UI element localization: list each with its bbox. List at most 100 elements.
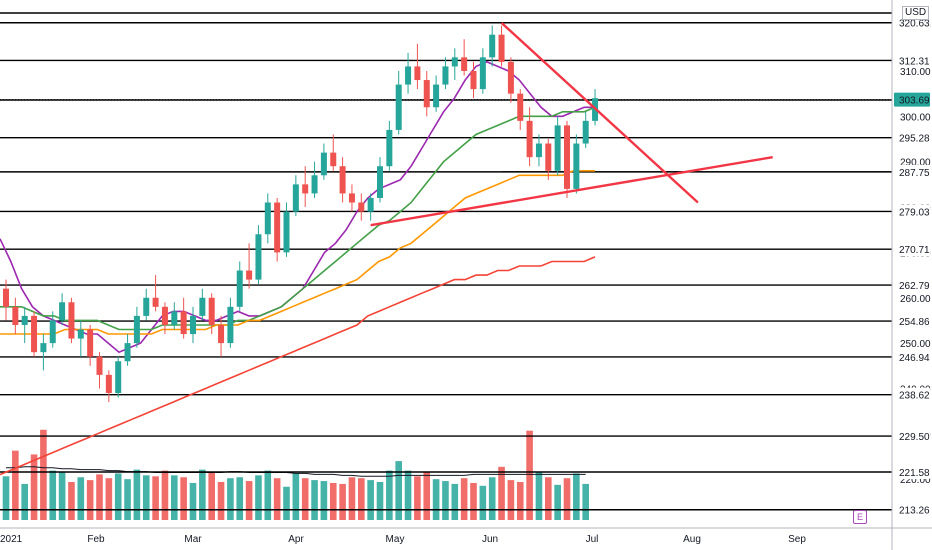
candle-body (190, 315, 196, 335)
volume-bar (283, 486, 290, 520)
candle-body (218, 324, 225, 344)
price-tag-bg (894, 465, 930, 480)
candle-body (208, 297, 215, 325)
price-tag-label: 229.50 (899, 432, 930, 443)
volume-bar (161, 470, 169, 520)
price-tag-bg (894, 242, 930, 257)
candle-body (292, 184, 299, 212)
candle-body (470, 70, 477, 90)
volume-bar (40, 429, 47, 520)
candle-body (49, 320, 56, 344)
candle-body (348, 193, 355, 203)
volume-bar (245, 481, 253, 520)
candle-body (180, 311, 187, 335)
price-tag-label: 238.62 (899, 391, 930, 402)
volume-bar (442, 481, 449, 520)
candle-body (395, 84, 402, 130)
candle-body (451, 57, 458, 67)
volume-bar (404, 470, 412, 520)
candle-body (498, 34, 505, 62)
price-tag-label: 213.26 (899, 506, 930, 517)
candle-body (489, 34, 496, 58)
candle-body (115, 361, 122, 393)
price-tag-label: 221.58 (899, 468, 930, 479)
candle-body (386, 129, 393, 167)
candle-body (367, 197, 374, 212)
candle-body (246, 270, 253, 280)
price-tag-label: 303.69 (899, 96, 930, 107)
volume-bar (479, 485, 487, 520)
volume-bar (152, 476, 159, 520)
volume-bar (516, 482, 524, 520)
x-tick-label: Aug (683, 534, 701, 545)
price-tag-label: 270.71 (899, 245, 930, 256)
x-tick-label: Feb (87, 534, 105, 545)
volume-bar (367, 480, 374, 520)
volume-bar (199, 469, 206, 520)
volume-bar (395, 461, 402, 520)
price-tags: 320.63312.31303.60295.28287.75279.03270.… (894, 15, 930, 517)
earnings-badge[interactable]: E (853, 510, 867, 524)
candle-body (161, 306, 168, 325)
volume-bar (488, 477, 496, 520)
volume-bar (301, 478, 309, 520)
candle-body (582, 120, 589, 144)
volume-bar (414, 476, 421, 520)
volume-bar (451, 483, 459, 520)
price-tag-label: 262.79 (899, 281, 930, 292)
volume-bar (339, 483, 346, 520)
candle-body (283, 211, 290, 253)
volume-bar (358, 478, 365, 520)
candles (3, 25, 599, 403)
candle-body (274, 202, 281, 253)
volume-bar (273, 478, 281, 520)
price-tag-label: 287.75 (899, 168, 930, 179)
ma_50-line (0, 170, 595, 335)
candle-body (423, 80, 430, 108)
candle-body (124, 343, 131, 362)
candle-body (442, 66, 449, 85)
trendlines[interactable] (370, 22, 773, 227)
candle-body (526, 120, 533, 158)
price-tag-label: 320.63 (899, 19, 930, 30)
trendline-descending (500, 22, 699, 204)
x-tick-label: Jul (586, 534, 599, 545)
volume-bar (507, 480, 515, 520)
candle-body (554, 125, 561, 171)
price-tag-bg (894, 349, 930, 364)
candle-body (545, 143, 552, 171)
volume-ma-line (6, 466, 586, 477)
currency-label[interactable]: USD (902, 6, 930, 20)
ma_mid-line (0, 106, 596, 331)
candle-body (461, 57, 468, 71)
price-tag-bg (894, 204, 930, 219)
candle-body (414, 66, 421, 81)
volume-bar (535, 472, 543, 520)
volume-bar (460, 478, 468, 520)
candle-body (479, 57, 486, 90)
volume-bar (180, 477, 187, 520)
price-tag-bg (894, 92, 930, 107)
candle-body (77, 329, 84, 339)
volume-bar (133, 469, 141, 520)
volume-bar (189, 482, 197, 520)
volume-bar (545, 477, 552, 520)
volume-bar (105, 478, 113, 520)
price-tag-bg (894, 164, 930, 179)
moving-averages (0, 61, 596, 476)
volume-bar (320, 481, 328, 520)
volume-bar (171, 475, 178, 520)
volume-bar (217, 482, 225, 520)
volume-bar (386, 470, 393, 520)
candle-body (377, 166, 383, 198)
volume-bar (227, 478, 234, 520)
y-tick-label: 310.00 (900, 67, 931, 78)
candle-body (330, 152, 337, 167)
volume-bar (311, 480, 318, 520)
volume-bar (292, 473, 300, 520)
candle-body (564, 125, 570, 189)
volume-bar (329, 482, 337, 520)
